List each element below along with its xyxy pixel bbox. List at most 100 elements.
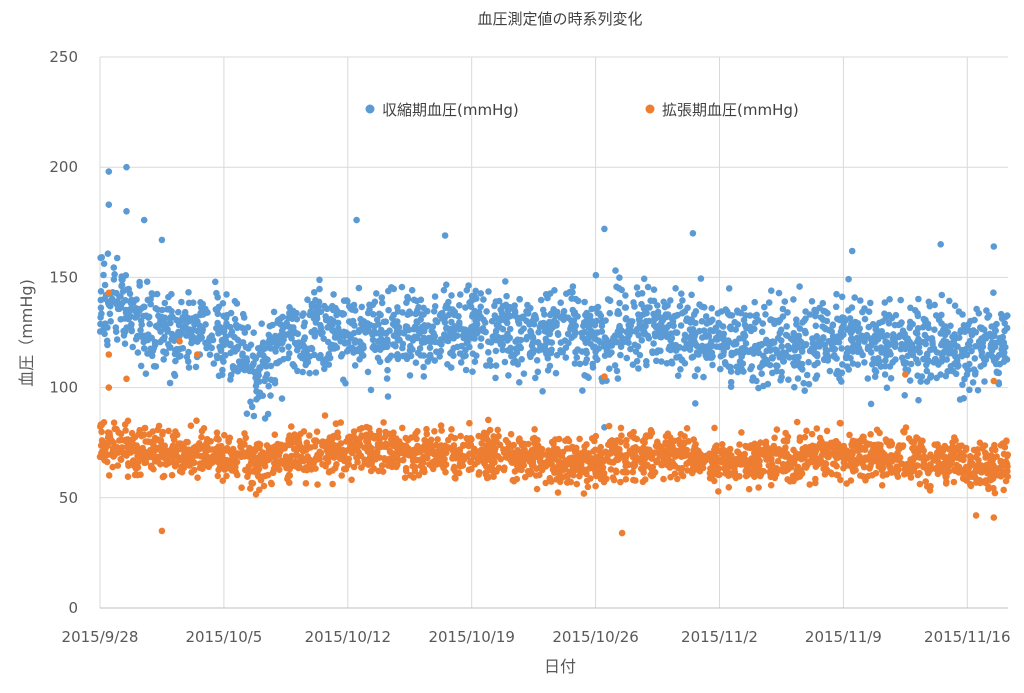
data-point: [838, 293, 846, 301]
data-point: [550, 440, 557, 448]
data-point: [799, 319, 806, 326]
data-point: [667, 444, 674, 452]
data-point: [386, 447, 394, 455]
data-point: [667, 437, 675, 444]
data-point: [280, 461, 288, 468]
data-point: [497, 306, 505, 314]
data-point: [926, 487, 934, 494]
data-point: [315, 303, 322, 310]
data-point: [988, 339, 996, 346]
data-point: [400, 447, 408, 455]
data-point: [433, 348, 440, 356]
data-point: [340, 310, 348, 318]
data-point: [250, 353, 257, 360]
data-point: [914, 435, 922, 443]
data-point: [504, 337, 511, 344]
data-point: [592, 482, 599, 490]
data-point: [967, 317, 974, 325]
data-point: [518, 442, 526, 449]
data-point: [624, 334, 632, 342]
data-point: [883, 384, 891, 392]
data-point: [924, 463, 931, 471]
data-point-outlier: [105, 351, 113, 358]
data-point: [187, 329, 195, 337]
data-point: [916, 480, 924, 488]
data-point: [261, 377, 269, 385]
data-point: [638, 300, 645, 308]
data-point: [376, 358, 384, 366]
data-point: [645, 317, 653, 325]
data-point: [345, 434, 352, 441]
data-point: [802, 341, 809, 349]
data-point: [121, 421, 129, 428]
data-point: [168, 290, 175, 298]
data-point: [889, 359, 896, 366]
data-point: [743, 444, 751, 451]
data-point: [758, 328, 766, 336]
data-point: [454, 451, 462, 459]
data-point: [533, 485, 541, 493]
data-point: [959, 381, 966, 389]
data-point: [825, 337, 833, 345]
data-point: [632, 348, 640, 355]
data-point: [206, 334, 213, 342]
data-point: [719, 441, 726, 448]
data-point: [635, 365, 642, 372]
data-point: [796, 283, 803, 290]
data-point: [475, 454, 482, 462]
data-point: [663, 313, 670, 321]
data-point: [329, 446, 337, 453]
data-point: [248, 479, 255, 487]
data-point: [515, 436, 523, 444]
data-point: [169, 313, 176, 321]
data-point: [793, 418, 801, 426]
x-tick-label: 2015/10/5: [185, 628, 262, 646]
data-point: [457, 458, 465, 466]
data-point-outlier: [441, 232, 449, 239]
data-point: [972, 329, 980, 336]
data-point: [492, 347, 500, 355]
data-point: [557, 314, 564, 321]
data-point: [713, 453, 720, 461]
data-point: [613, 468, 620, 476]
data-point: [849, 348, 857, 355]
data-point: [790, 477, 797, 485]
data-point: [973, 305, 980, 313]
data-point: [551, 287, 558, 294]
data-point: [854, 320, 862, 327]
data-point: [409, 335, 416, 342]
data-point: [677, 366, 684, 373]
data-point: [923, 378, 931, 385]
data-point: [165, 427, 172, 435]
data-point: [920, 459, 928, 466]
data-point: [365, 328, 373, 335]
data-point: [472, 287, 480, 295]
data-point: [118, 276, 125, 283]
data-point: [384, 356, 392, 364]
data-point: [776, 466, 784, 474]
data-point: [304, 453, 312, 460]
data-point: [227, 458, 234, 465]
data-point: [950, 447, 957, 455]
data-point: [940, 326, 947, 333]
data-point: [150, 345, 157, 352]
data-point: [844, 326, 851, 333]
data-point: [599, 456, 606, 464]
data-point: [824, 357, 832, 364]
data-point: [369, 336, 377, 344]
data-point: [345, 455, 353, 463]
data-point: [487, 362, 494, 370]
data-point: [203, 308, 210, 315]
data-point: [691, 372, 699, 380]
data-point: [628, 327, 635, 335]
data-point: [924, 320, 932, 328]
data-point: [174, 347, 181, 354]
data-point: [135, 449, 143, 457]
data-point: [462, 352, 469, 360]
data-point: [168, 330, 176, 338]
data-point: [999, 333, 1007, 341]
data-point: [413, 435, 420, 443]
data-point: [179, 324, 187, 332]
data-point: [445, 311, 453, 319]
data-point: [185, 446, 192, 454]
